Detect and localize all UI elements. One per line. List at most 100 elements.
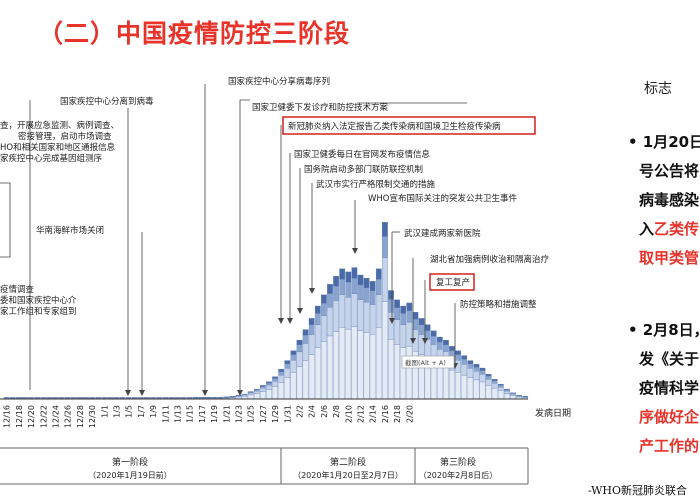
bar-segment bbox=[351, 293, 358, 327]
bar-segment bbox=[406, 345, 413, 400]
bar-day-60 bbox=[369, 281, 376, 400]
bullet-2-line-1: • 2月8日， bbox=[628, 321, 700, 339]
tick-label: 1/17 bbox=[198, 405, 207, 423]
bar-day-85 bbox=[522, 396, 529, 400]
bar-segment bbox=[333, 276, 339, 287]
bar-segment bbox=[290, 354, 297, 361]
bar-segment bbox=[302, 334, 309, 344]
bar-segment bbox=[418, 318, 425, 325]
annotation-left-line-7: 家工作组和专家组到 bbox=[0, 306, 77, 317]
resume-work-highlight-box bbox=[429, 273, 475, 291]
bar-segment bbox=[504, 389, 510, 392]
bar-segment bbox=[369, 281, 376, 291]
bar-segment bbox=[461, 358, 468, 365]
bar-segment bbox=[485, 376, 492, 380]
bar-segment bbox=[467, 360, 474, 364]
bar-day-39 bbox=[241, 393, 248, 400]
bar-segment bbox=[296, 351, 303, 367]
bar-day-63 bbox=[388, 290, 394, 400]
bar-segment bbox=[302, 329, 309, 336]
bar-day-52 bbox=[321, 294, 327, 400]
bar-segment bbox=[400, 324, 407, 349]
tick-label: 2/8 bbox=[332, 405, 341, 418]
bar-segment bbox=[272, 378, 278, 382]
bar-segment bbox=[363, 332, 370, 400]
bar-segment bbox=[479, 370, 486, 375]
bar-segment bbox=[400, 305, 407, 314]
bar-segment bbox=[260, 386, 266, 389]
bar-segment bbox=[321, 341, 327, 400]
bar-segment bbox=[339, 279, 346, 295]
bar-segment bbox=[363, 277, 370, 288]
bar-segment bbox=[497, 390, 504, 400]
bar-segment bbox=[491, 382, 498, 389]
annotation-wuhan-new-hospitals: 武汉建成两家新医院 bbox=[404, 228, 481, 239]
bar-day-83 bbox=[510, 392, 516, 400]
bar-segment bbox=[461, 355, 468, 360]
bar-segment bbox=[290, 372, 297, 400]
tick-label: 12/28 bbox=[76, 405, 85, 428]
annotation-left-line-1: 查，开展应急监测、病例调查、 bbox=[0, 120, 119, 131]
bar-segment bbox=[345, 328, 352, 400]
bar-segment bbox=[424, 324, 431, 331]
bar-segment bbox=[491, 379, 498, 381]
bar-day-65 bbox=[400, 305, 407, 400]
bar-segment bbox=[467, 368, 474, 379]
bar-segment bbox=[449, 369, 455, 400]
bar-segment bbox=[449, 346, 455, 351]
bar-segment bbox=[345, 271, 352, 283]
annotation-left-line-5: 疫情调查 bbox=[0, 284, 35, 295]
bar-segment bbox=[266, 384, 272, 390]
bar-segment bbox=[394, 344, 400, 400]
annotation-left-line-6: 委和国家疾控中心介 bbox=[0, 295, 77, 306]
bar-segment bbox=[272, 376, 278, 379]
bar-segment bbox=[467, 377, 474, 400]
tick-label: 2/18 bbox=[393, 405, 402, 423]
bar-segment bbox=[308, 318, 315, 325]
tick-label: 1/11 bbox=[161, 405, 170, 423]
bar-segment bbox=[314, 305, 321, 314]
annotation-class-b-notifiable: 新冠肺炎纳入法定报告乙类传染病和国境卫生检疫传染病 bbox=[288, 121, 501, 132]
tick-label: 1/31 bbox=[283, 405, 292, 423]
bar-segment bbox=[241, 394, 248, 397]
bar-segment bbox=[260, 385, 266, 387]
bar-day-47 bbox=[290, 350, 297, 400]
bar-segment bbox=[394, 307, 400, 320]
tick-label: 12/20 bbox=[27, 405, 36, 428]
side-panel-heading: 标志 bbox=[644, 81, 672, 97]
bar-segment bbox=[363, 302, 370, 333]
bullet-2-line-3: 疫情科学 bbox=[639, 379, 700, 397]
bar-segment bbox=[375, 327, 382, 400]
bar-segment bbox=[272, 380, 278, 387]
bar-segment bbox=[491, 387, 498, 400]
annotation-market-closed: 华南海鲜市场关闭 bbox=[36, 225, 104, 236]
bar-segment bbox=[504, 388, 510, 391]
bar-segment bbox=[455, 372, 461, 400]
bar-segment bbox=[443, 366, 449, 400]
bar-day-76 bbox=[467, 360, 474, 400]
bar-day-56 bbox=[345, 271, 352, 400]
bar-segment bbox=[382, 301, 388, 400]
bar-segment bbox=[467, 363, 474, 369]
bar-segment bbox=[504, 393, 510, 400]
annotation-left-line-3: HO和相关国家和地区通报信息 bbox=[0, 142, 116, 153]
bar-day-80 bbox=[491, 379, 498, 400]
bar-segment bbox=[436, 336, 443, 343]
tick-label: 12/26 bbox=[64, 405, 73, 428]
bar-day-73 bbox=[449, 346, 455, 400]
bar-day-46 bbox=[284, 360, 291, 400]
bar-segment bbox=[308, 334, 315, 355]
bar-segment bbox=[479, 367, 486, 371]
bar-segment bbox=[412, 318, 419, 330]
bar-segment bbox=[308, 324, 315, 335]
tick-label: 1/29 bbox=[271, 405, 280, 423]
bar-day-77 bbox=[473, 364, 480, 400]
bullet-1-line-3: 病毒感染 bbox=[639, 191, 700, 209]
bar-segment bbox=[253, 389, 260, 392]
bar-segment bbox=[308, 354, 315, 400]
bar-day-67 bbox=[412, 312, 419, 400]
bar-segment bbox=[369, 334, 376, 400]
annotation-wuhan-traffic-restriction: 武汉市实行严格限制交通的措施 bbox=[316, 179, 436, 190]
bar-segment bbox=[296, 339, 303, 345]
